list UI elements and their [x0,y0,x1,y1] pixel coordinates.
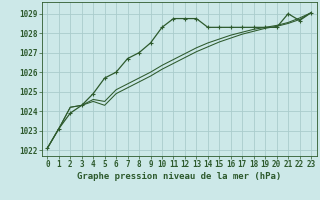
X-axis label: Graphe pression niveau de la mer (hPa): Graphe pression niveau de la mer (hPa) [77,172,281,181]
